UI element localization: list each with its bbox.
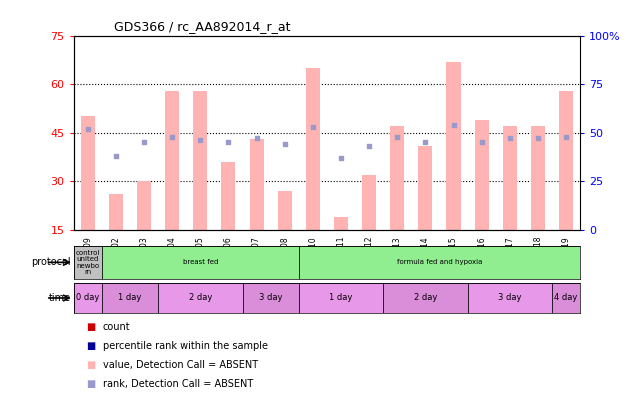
Point [139, 139, 149, 145]
Bar [419, 146, 433, 230]
Bar [221, 162, 235, 230]
Bar [278, 191, 292, 230]
Bar [552, 283, 580, 313]
Text: 2 day: 2 day [413, 293, 437, 303]
Text: 0 day: 0 day [76, 293, 99, 303]
Point [420, 139, 431, 145]
Bar [74, 283, 102, 313]
Point [533, 135, 543, 142]
Text: time: time [48, 293, 71, 303]
Bar [137, 181, 151, 230]
Text: breast fed: breast fed [183, 259, 218, 265]
Bar [390, 126, 404, 230]
Bar [102, 283, 158, 313]
Text: rank, Detection Call = ABSENT: rank, Detection Call = ABSENT [103, 379, 253, 389]
Text: 2 day: 2 day [188, 293, 212, 303]
Text: 3 day: 3 day [498, 293, 522, 303]
Point [111, 153, 121, 159]
Bar [383, 283, 467, 313]
Bar [299, 246, 580, 279]
Bar [102, 246, 299, 279]
Point [167, 133, 178, 140]
Bar [559, 91, 573, 230]
Bar [109, 194, 123, 230]
Bar [467, 283, 552, 313]
Point [251, 135, 262, 142]
Text: ■: ■ [87, 341, 96, 351]
Bar [242, 283, 299, 313]
Point [223, 139, 233, 145]
Point [449, 122, 459, 128]
Text: percentile rank within the sample: percentile rank within the sample [103, 341, 267, 351]
Bar [531, 126, 545, 230]
Text: ■: ■ [87, 322, 96, 332]
Bar [299, 283, 383, 313]
Text: protocol: protocol [31, 257, 71, 267]
Point [279, 141, 290, 147]
Text: 4 day: 4 day [554, 293, 578, 303]
Text: ■: ■ [87, 360, 96, 370]
Bar [306, 68, 320, 230]
Point [476, 139, 487, 145]
Point [364, 143, 374, 149]
Bar [158, 283, 242, 313]
Point [308, 124, 318, 130]
Bar [81, 116, 95, 230]
Text: count: count [103, 322, 130, 332]
Text: value, Detection Call = ABSENT: value, Detection Call = ABSENT [103, 360, 258, 370]
Bar [447, 61, 460, 230]
Text: ■: ■ [87, 379, 96, 389]
Point [561, 133, 571, 140]
Bar [194, 91, 207, 230]
Bar [503, 126, 517, 230]
Text: 1 day: 1 day [329, 293, 353, 303]
Text: 1 day: 1 day [119, 293, 142, 303]
Point [195, 137, 205, 144]
Text: formula fed and hypoxia: formula fed and hypoxia [397, 259, 482, 265]
Bar [362, 175, 376, 230]
Text: GDS366 / rc_AA892014_r_at: GDS366 / rc_AA892014_r_at [114, 20, 291, 33]
Bar [74, 246, 102, 279]
Text: 3 day: 3 day [259, 293, 283, 303]
Bar [474, 120, 488, 230]
Point [83, 126, 93, 132]
Text: control
united
newbo
rn: control united newbo rn [76, 249, 100, 275]
Bar [249, 139, 263, 230]
Bar [165, 91, 179, 230]
Point [392, 133, 403, 140]
Bar [334, 217, 348, 230]
Point [504, 135, 515, 142]
Point [336, 155, 346, 161]
